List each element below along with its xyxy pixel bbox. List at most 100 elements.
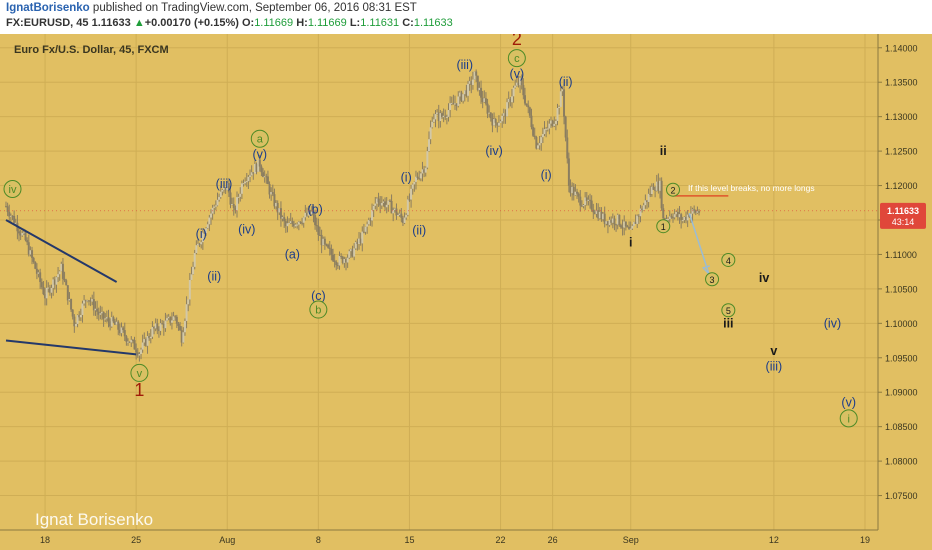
wave-label: (b) <box>307 203 322 217</box>
candle-body <box>454 103 457 105</box>
candle-body <box>667 219 670 221</box>
candle-body <box>447 110 450 117</box>
candle-body <box>387 200 390 205</box>
price-tick-label: 1.07500 <box>885 491 918 501</box>
candle-body <box>127 341 130 343</box>
candle-body <box>600 211 603 220</box>
candle-body <box>192 266 195 275</box>
candle-body <box>494 119 497 123</box>
candle-body <box>520 77 523 86</box>
candle-body <box>489 112 492 119</box>
candle-body <box>193 253 196 267</box>
candle-body <box>5 206 7 208</box>
candle-body <box>434 114 437 120</box>
candle-body <box>377 198 380 203</box>
candle-body <box>483 98 486 103</box>
candle-body <box>179 326 182 331</box>
candle-body <box>406 199 409 215</box>
candle-body <box>452 102 455 105</box>
candle-body <box>579 196 582 206</box>
wave-labels: ivv1(i)(ii)(iii)(iv)a(v)(a)(b)(c)b(i)(ii… <box>3 34 858 428</box>
wave-label: 1 <box>134 380 144 400</box>
chart-background <box>0 34 932 550</box>
current-price-tag <box>880 202 926 229</box>
wave-label: (iii) <box>216 177 233 191</box>
wave-label: (iv) <box>485 144 502 158</box>
candle-body <box>424 167 427 173</box>
author-link[interactable]: IgnatBorisenko <box>6 2 90 14</box>
candle-body <box>341 256 344 263</box>
candle-body <box>405 214 408 218</box>
candle-body <box>48 287 51 293</box>
time-tick-label: 12 <box>769 535 779 545</box>
candle-body <box>45 287 48 299</box>
candle-body <box>421 169 424 174</box>
candle-body <box>395 208 398 216</box>
candle-body <box>634 222 637 224</box>
candle-body <box>39 272 42 283</box>
candle-body <box>162 323 165 329</box>
candle-body <box>242 183 245 185</box>
candle-body <box>105 317 108 319</box>
publish-info: IgnatBorisenko published on TradingView.… <box>6 2 417 14</box>
candle-body <box>200 242 203 245</box>
wave-label-circle <box>705 272 720 287</box>
candle-body <box>22 232 25 234</box>
candle-body <box>278 208 281 213</box>
candle-body <box>284 221 287 227</box>
candle-body <box>249 175 252 177</box>
candle-body <box>14 222 17 224</box>
candle-body <box>559 91 562 107</box>
candle-body <box>144 339 147 346</box>
candle-body <box>348 251 351 258</box>
candle-body <box>29 250 32 255</box>
candle-body <box>65 280 68 286</box>
watermark: Ignat Borisenko <box>35 510 153 529</box>
candle-body <box>131 339 134 341</box>
candle-body <box>263 176 266 178</box>
wave-label: (v) <box>510 67 525 81</box>
candle-body <box>362 231 365 233</box>
candle-body <box>610 219 613 223</box>
candle-body <box>577 193 580 197</box>
candle-body <box>214 205 217 207</box>
publish-text: published on TradingView.com, September … <box>92 2 417 14</box>
price-chart[interactable]: If this level breaks, no more longs ivv1… <box>0 34 932 550</box>
candle-body <box>188 279 191 300</box>
candle-body <box>468 81 471 84</box>
candle-body <box>571 186 574 194</box>
candle-body <box>234 207 237 211</box>
candle-body <box>164 320 167 329</box>
candle-body <box>281 217 284 219</box>
candle-body <box>262 172 265 177</box>
candle-body <box>322 238 325 246</box>
candle-body <box>670 216 673 218</box>
candle-body <box>58 271 61 275</box>
candle-body <box>174 316 177 318</box>
candle-body <box>166 318 169 321</box>
candle-body <box>100 311 103 314</box>
candle-body <box>21 233 24 236</box>
candle-body <box>566 137 569 159</box>
candle-body <box>74 323 77 327</box>
candle-body <box>87 300 90 302</box>
candle-body <box>175 316 178 324</box>
wave-label: (v) <box>841 396 856 410</box>
candle-body <box>275 202 278 207</box>
candle-body <box>141 342 144 350</box>
candle-body <box>639 208 642 217</box>
candle-body <box>556 107 559 121</box>
candle-body <box>603 213 606 224</box>
candle-body <box>471 79 474 85</box>
candle-body <box>206 224 209 229</box>
candle-body <box>32 257 35 262</box>
candle-body <box>619 225 622 228</box>
candle-body <box>481 97 484 103</box>
candle-body <box>136 352 139 356</box>
candle-body <box>445 116 448 118</box>
candle-body <box>250 172 253 176</box>
candle-body <box>13 215 16 224</box>
candle-body <box>419 173 422 179</box>
candle-body <box>375 198 378 204</box>
candle-body <box>110 317 113 327</box>
